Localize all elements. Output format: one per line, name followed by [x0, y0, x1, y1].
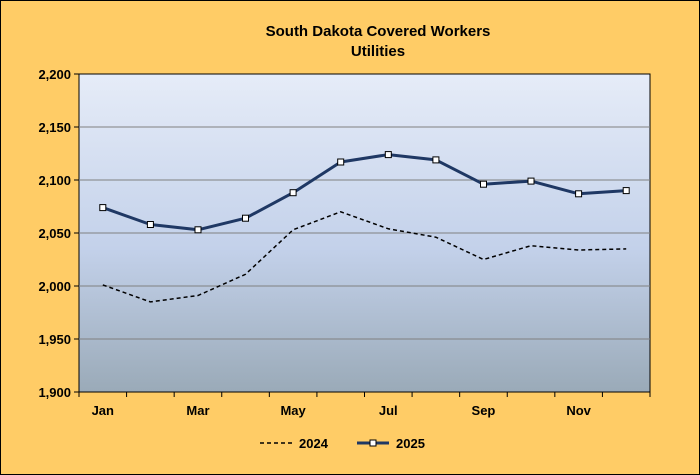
y-tick-label: 1,900: [38, 385, 71, 400]
data-point-2025: [194, 226, 202, 234]
series-2025: [99, 151, 630, 234]
y-tick-label: 2,150: [38, 120, 71, 135]
y-tick-label: 2,000: [38, 279, 71, 294]
x-tick-label: Sep: [472, 403, 496, 418]
x-tick-label: May: [280, 403, 306, 418]
data-point-2025: [480, 180, 487, 188]
data-point-2025: [99, 204, 107, 212]
data-point-2025: [337, 158, 345, 166]
data-point-2025: [575, 190, 583, 198]
y-tick-label: 1,950: [38, 332, 71, 347]
legend-marker-2025: [369, 439, 377, 447]
data-point-2025: [146, 221, 154, 228]
legend-label-2024: 2024: [299, 436, 329, 451]
data-point-2025: [432, 156, 440, 164]
chart-title: South Dakota Covered Workers: [266, 23, 491, 40]
data-point-2025: [384, 151, 392, 159]
legend-label-2025: 2025: [396, 436, 425, 451]
chart-subtitle: Utilities: [351, 43, 405, 60]
x-tick-label: Jul: [379, 403, 398, 418]
data-point-2025: [622, 187, 630, 195]
x-tick-label: Mar: [186, 403, 209, 418]
data-point-2025: [527, 177, 535, 185]
y-tick-label: 2,100: [38, 173, 71, 188]
y-tick-label: 2,200: [38, 67, 71, 82]
data-point-2025: [289, 189, 297, 197]
x-tick-label: Nov: [566, 403, 591, 418]
data-point-2025: [242, 214, 249, 222]
x-tick-label: Jan: [92, 403, 114, 418]
y-tick-label: 2,050: [38, 226, 71, 241]
series-line-2025: [102, 153, 627, 232]
legend: 2024 2025: [260, 436, 425, 451]
